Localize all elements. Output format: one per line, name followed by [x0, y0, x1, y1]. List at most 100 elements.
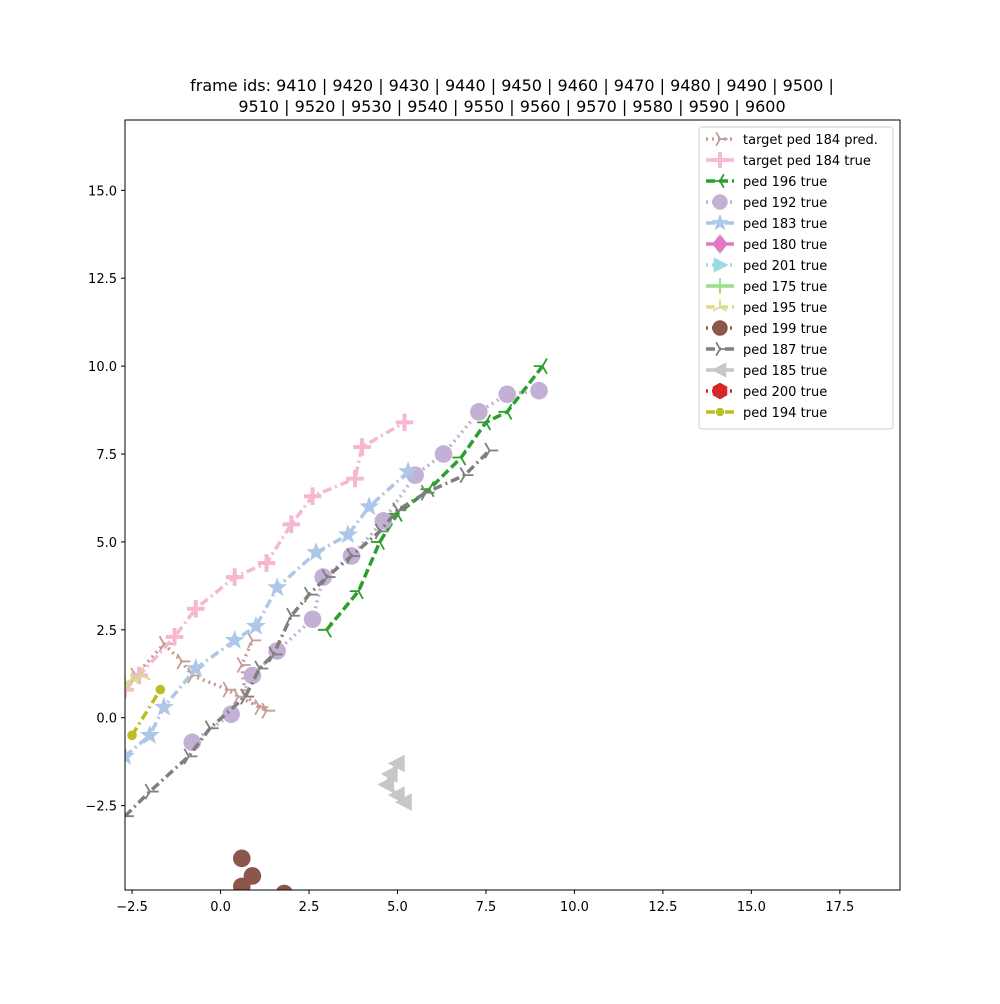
- data-point: [254, 660, 269, 677]
- legend-label: target ped 184 true: [743, 154, 871, 169]
- data-point: [286, 607, 301, 624]
- legend-label: ped 201 true: [743, 259, 827, 274]
- legend-entry: ped 180 true: [706, 234, 827, 254]
- data-point: [306, 542, 326, 561]
- series-10: [125, 442, 499, 818]
- data-point: [346, 547, 361, 565]
- data-point: [134, 666, 151, 681]
- y-tick-label: 2.5: [96, 624, 117, 639]
- data-point: [246, 615, 266, 635]
- data-point: [498, 403, 513, 420]
- legend-entry: ped 192 true: [706, 194, 827, 211]
- data-point: [125, 677, 134, 692]
- legend-label: ped 194 true: [743, 406, 827, 421]
- legend-entry: ped 201 true: [706, 257, 827, 274]
- legend-label: ped 195 true: [743, 301, 827, 316]
- x-tick-label: 15.0: [737, 900, 766, 915]
- series-13: [127, 684, 166, 741]
- legend-entry: ped 195 true: [706, 299, 827, 316]
- y-tick-label: 12.5: [88, 272, 117, 287]
- data-point: [303, 586, 318, 603]
- legend-label: ped 185 true: [743, 364, 827, 379]
- data-point: [144, 783, 159, 800]
- legend-marker: [712, 299, 728, 312]
- chart-title-line-2: 9510 | 9520 | 9530 | 9540 | 9550 | 9560 …: [238, 97, 785, 116]
- legend-entry: ped 187 true: [706, 341, 827, 358]
- data-point: [125, 745, 135, 765]
- legend-marker: [715, 407, 725, 417]
- data-point: [349, 583, 364, 600]
- data-point: [392, 502, 407, 519]
- data-point: [154, 696, 174, 716]
- legend-box: [698, 126, 894, 430]
- x-tick-label: −2.5: [116, 900, 148, 915]
- legend-marker: [715, 131, 728, 147]
- data-point: [353, 438, 371, 456]
- y-tick-label: 5.0: [96, 536, 117, 551]
- data-point: [183, 733, 202, 752]
- legend-label: target ped 184 pred.: [743, 133, 878, 148]
- data-point: [387, 754, 405, 773]
- legend-entry: ped 185 true: [706, 362, 827, 379]
- data-point: [459, 467, 474, 484]
- data-point: [395, 413, 414, 432]
- data-point: [470, 403, 488, 421]
- legend-label: ped 175 true: [743, 280, 827, 295]
- legend-entry: target ped 184 true: [706, 152, 871, 169]
- y-tick-label: 0.0: [96, 712, 117, 727]
- legend-label: ped 196 true: [743, 175, 827, 190]
- y-tick-label: −2.5: [85, 800, 117, 815]
- legend-entry: ped 194 true: [706, 406, 827, 421]
- y-tick-label: 7.5: [96, 448, 117, 463]
- x-tick-label: 12.5: [648, 900, 677, 915]
- legend-label: ped 183 true: [743, 217, 827, 232]
- legend-label: ped 180 true: [743, 238, 827, 253]
- data-point: [139, 724, 160, 744]
- legend-marker: [712, 152, 728, 168]
- data-point: [374, 523, 389, 540]
- data-point: [420, 484, 435, 501]
- data-point: [186, 599, 205, 618]
- data-point: [346, 469, 364, 488]
- data-point: [303, 610, 322, 629]
- data-point: [225, 568, 244, 586]
- x-tick-label: 17.5: [825, 900, 854, 915]
- data-point: [477, 414, 492, 431]
- data-point: [533, 358, 548, 375]
- legend-marker: [712, 173, 725, 189]
- data-point: [268, 646, 283, 663]
- legend-label: ped 187 true: [743, 343, 827, 358]
- data-point: [530, 381, 548, 400]
- x-tick-label: 10.0: [560, 900, 589, 915]
- data-point: [236, 656, 251, 674]
- legend-entry: ped 200 true: [706, 382, 827, 400]
- y-tick-label: 10.0: [88, 360, 117, 375]
- legend-label: ped 200 true: [743, 385, 827, 400]
- data-point: [374, 512, 393, 530]
- data-point: [183, 748, 198, 765]
- data-point: [380, 765, 398, 783]
- data-point: [257, 554, 276, 572]
- x-tick-label: 7.5: [476, 900, 497, 915]
- y-tick-label: 15.0: [88, 184, 117, 199]
- legend-marker: [715, 341, 728, 357]
- data-point: [317, 621, 332, 638]
- data-point: [282, 515, 301, 534]
- data-point: [303, 487, 322, 506]
- series-2: [317, 358, 548, 638]
- data-point: [398, 461, 418, 481]
- data-point: [224, 629, 245, 649]
- data-point: [484, 442, 499, 459]
- data-point: [370, 533, 385, 550]
- legend-entry: ped 183 true: [706, 213, 827, 232]
- legend-marker: [712, 234, 728, 254]
- data-point: [232, 849, 251, 868]
- x-tick-label: 5.0: [387, 900, 408, 915]
- data-point: [240, 688, 255, 705]
- data-point: [155, 684, 166, 695]
- data-point: [321, 569, 336, 586]
- x-tick-label: 2.5: [299, 900, 320, 915]
- data-point: [232, 877, 251, 890]
